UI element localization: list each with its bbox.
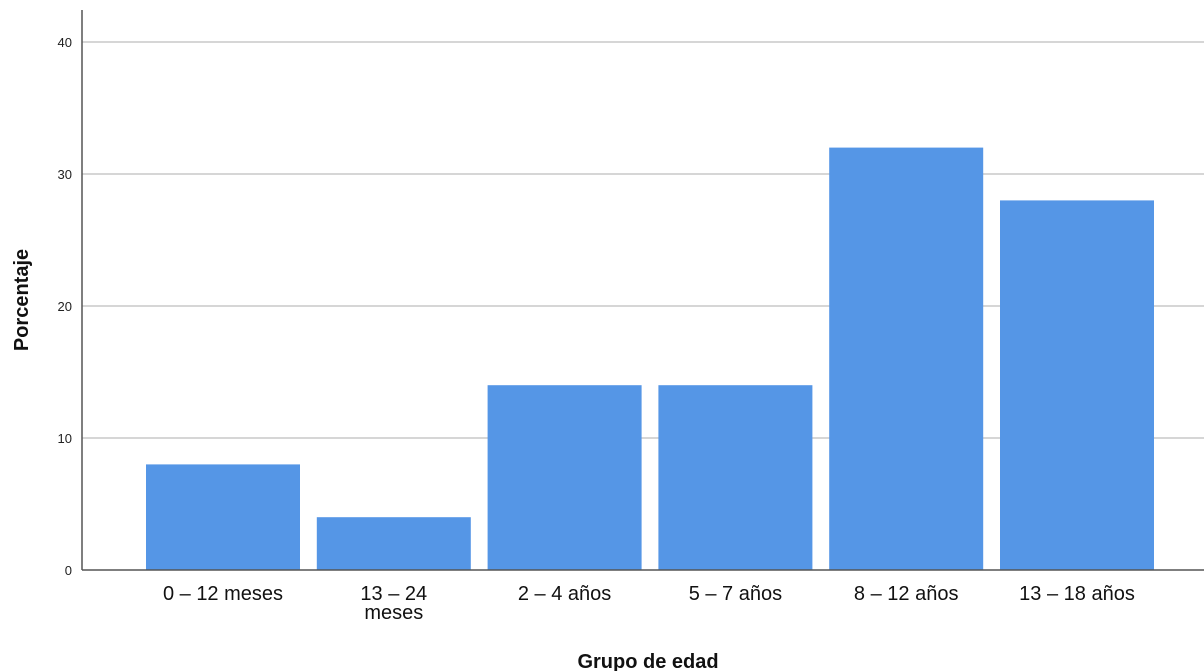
x-tick-labels: 0 – 12 meses 13 – 24 meses 2 – 4 años 5 – 7 …	[163, 583, 1135, 624]
x-tick-label: 13 – 24 meses	[360, 583, 427, 624]
y-tick-label: 30	[58, 167, 72, 182]
x-tick-label-line: 5 – 7 años	[689, 583, 782, 605]
x-axis-title: Grupo de edad	[577, 651, 718, 671]
bar	[1000, 200, 1154, 570]
bars	[146, 147, 1154, 570]
x-tick-label: 13 – 18 años	[1019, 583, 1135, 605]
x-tick-label: 8 – 12 años	[854, 583, 959, 605]
axes	[81, 10, 1204, 571]
x-tick-label-line: 2 – 4 años	[518, 583, 611, 605]
x-tick-label-line: 13 – 24	[360, 583, 427, 605]
x-tick-label: 2 – 4 años	[518, 583, 611, 605]
y-tick-label: 10	[58, 431, 72, 446]
y-tick-label: 0	[65, 563, 72, 578]
x-tick-label: 5 – 7 años	[689, 583, 782, 605]
y-tick-label: 20	[58, 299, 72, 314]
x-tick-label-line: meses	[364, 602, 423, 624]
bar	[829, 147, 984, 570]
bar	[658, 385, 813, 570]
x-tick-label-line: 0 – 12 meses	[163, 583, 283, 605]
x-tick-label-line: 8 – 12 años	[854, 583, 959, 605]
bar	[487, 385, 642, 570]
bar	[316, 517, 471, 570]
x-tick-label: 0 – 12 meses	[163, 583, 283, 605]
y-axis-title: Porcentaje	[11, 249, 33, 351]
x-tick-label-line: 13 – 18 años	[1019, 583, 1135, 605]
y-tick-labels: 0 10 20 30 40	[58, 35, 72, 578]
bar	[146, 464, 300, 570]
y-tick-label: 40	[58, 35, 72, 50]
